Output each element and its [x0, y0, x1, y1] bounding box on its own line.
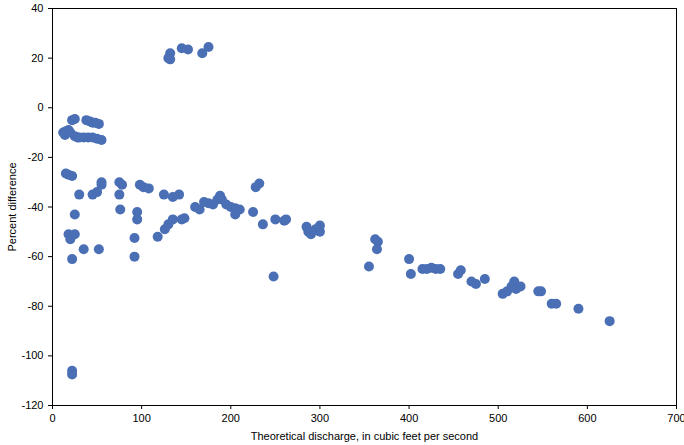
svg-text:20: 20 — [31, 52, 43, 64]
svg-text:100: 100 — [132, 412, 150, 424]
svg-text:-40: -40 — [28, 201, 44, 213]
svg-text:200: 200 — [222, 412, 240, 424]
svg-text:-60: -60 — [28, 250, 44, 262]
svg-text:0: 0 — [49, 412, 55, 424]
svg-text:400: 400 — [400, 412, 418, 424]
svg-text:700: 700 — [667, 412, 684, 424]
svg-text:0: 0 — [37, 101, 43, 113]
svg-text:40: 40 — [31, 2, 43, 14]
svg-text:-80: -80 — [28, 300, 44, 312]
svg-text:300: 300 — [311, 412, 329, 424]
svg-text:500: 500 — [489, 412, 507, 424]
svg-text:Theoretical discharge, in cubi: Theoretical discharge, in cubic feet per… — [251, 430, 478, 442]
svg-text:-120: -120 — [21, 399, 43, 411]
svg-text:600: 600 — [578, 412, 596, 424]
svg-text:Percent difference: Percent difference — [6, 162, 18, 251]
svg-text:-100: -100 — [21, 349, 43, 361]
svg-text:-20: -20 — [28, 151, 44, 163]
